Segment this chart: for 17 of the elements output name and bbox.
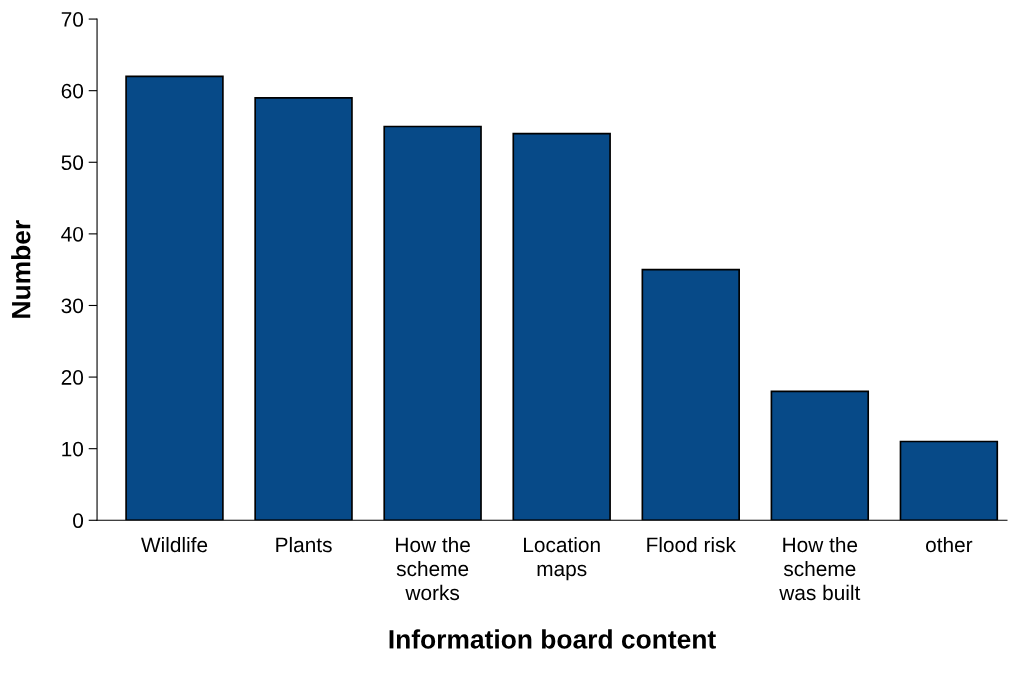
x-tick-label: Plants — [276, 536, 332, 553]
y-axis-title: Number — [11, 220, 31, 318]
x-tick-label: other — [926, 536, 973, 553]
x-tick-label: How the scheme works — [396, 536, 470, 601]
y-tick-label: 10 — [62, 441, 84, 457]
y-tick-label: 30 — [61, 298, 84, 314]
y-tick-label: 50 — [61, 155, 84, 171]
x-tick-label: Wildlife — [141, 536, 208, 553]
y-tick-label: 0 — [73, 513, 84, 529]
x-tick-label: How the scheme was built — [779, 536, 861, 601]
x-tick-label: Flood risk — [647, 536, 736, 553]
y-tick-label: 70 — [61, 12, 84, 27]
y-tick-label: 20 — [61, 370, 84, 385]
x-tick-label: Location maps — [524, 536, 600, 581]
x-axis-title: Information board content — [389, 629, 716, 649]
y-tick-label: 40 — [61, 226, 84, 242]
y-tick-label: 60 — [61, 83, 84, 99]
